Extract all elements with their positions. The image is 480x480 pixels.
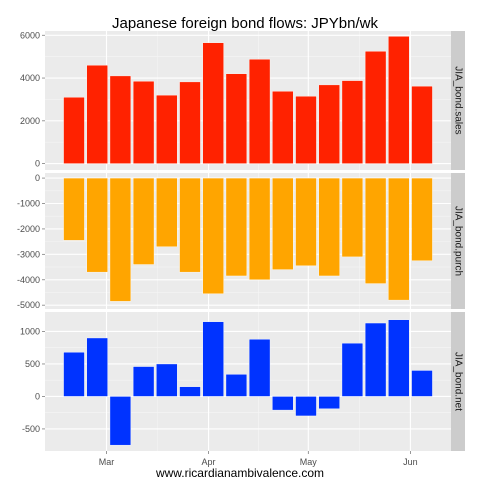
x-tick-label: Jun [403, 457, 418, 467]
bar [295, 96, 317, 164]
bar [63, 97, 85, 164]
bar [225, 73, 248, 164]
bar [248, 177, 271, 280]
bar [341, 342, 364, 397]
bar [179, 177, 201, 273]
bar [156, 177, 178, 247]
bar [86, 177, 108, 273]
y-tick-label: -5000 [17, 300, 40, 310]
bar [63, 177, 85, 241]
bar [109, 75, 132, 164]
facet-strip-label: JIA_bond.net [452, 352, 463, 411]
bar [295, 177, 317, 266]
bar [202, 177, 224, 294]
y-tick-label: 4000 [20, 73, 40, 83]
bar [272, 91, 294, 164]
facet-strip-label: JIA_bond.purch [452, 206, 463, 276]
y-tick-label: 6000 [20, 30, 40, 40]
bar [109, 396, 132, 446]
chart-title: Japanese foreign bond flows: JPYbn/wk [112, 15, 378, 32]
bar [179, 386, 201, 397]
bar [388, 319, 410, 397]
bar [295, 396, 317, 417]
bar [86, 65, 108, 164]
y-tick-label: 2000 [20, 116, 40, 126]
facet-strip [451, 173, 465, 309]
bar [132, 81, 155, 164]
bar [272, 177, 294, 270]
bar [411, 177, 433, 261]
bar [248, 339, 271, 397]
bar [132, 177, 155, 265]
bar [411, 370, 433, 397]
y-tick-label: -500 [22, 424, 40, 434]
bar [411, 85, 433, 164]
bar [318, 177, 340, 277]
y-tick-label: 1000 [20, 326, 40, 336]
bar [202, 42, 224, 164]
bar [364, 322, 387, 397]
bar [364, 51, 387, 164]
bar [318, 396, 340, 409]
y-tick-label: 0 [35, 391, 40, 401]
bar [248, 59, 271, 164]
y-tick-label: 500 [25, 359, 40, 369]
bar [225, 374, 248, 397]
bar [318, 84, 340, 164]
facet-strip [451, 312, 465, 451]
bar [63, 352, 85, 397]
x-tick-label: Mar [99, 457, 115, 467]
bar [225, 177, 248, 277]
x-tick-label: Apr [202, 457, 216, 467]
facet-strip [451, 31, 465, 170]
bar [179, 81, 201, 164]
bar [272, 396, 294, 411]
bar [388, 177, 410, 301]
bar [364, 177, 387, 284]
x-tick-label: May [300, 457, 318, 467]
facet-strip-label: JIA_bond.sales [452, 66, 463, 134]
y-tick-label: -2000 [17, 224, 40, 234]
chart-caption: www.ricardianambivalence.com [155, 466, 324, 480]
bar [86, 337, 108, 397]
bar [388, 36, 410, 164]
y-tick-label: -4000 [17, 275, 40, 285]
bar [132, 366, 155, 397]
y-tick-label: 0 [35, 173, 40, 183]
bar [156, 363, 178, 397]
bar [341, 177, 364, 258]
bar [341, 80, 364, 164]
bar [202, 321, 224, 397]
y-tick-label: -1000 [17, 199, 40, 209]
bar [156, 94, 178, 164]
y-tick-label: 0 [35, 159, 40, 169]
y-tick-label: -3000 [17, 249, 40, 259]
bar [109, 177, 132, 302]
